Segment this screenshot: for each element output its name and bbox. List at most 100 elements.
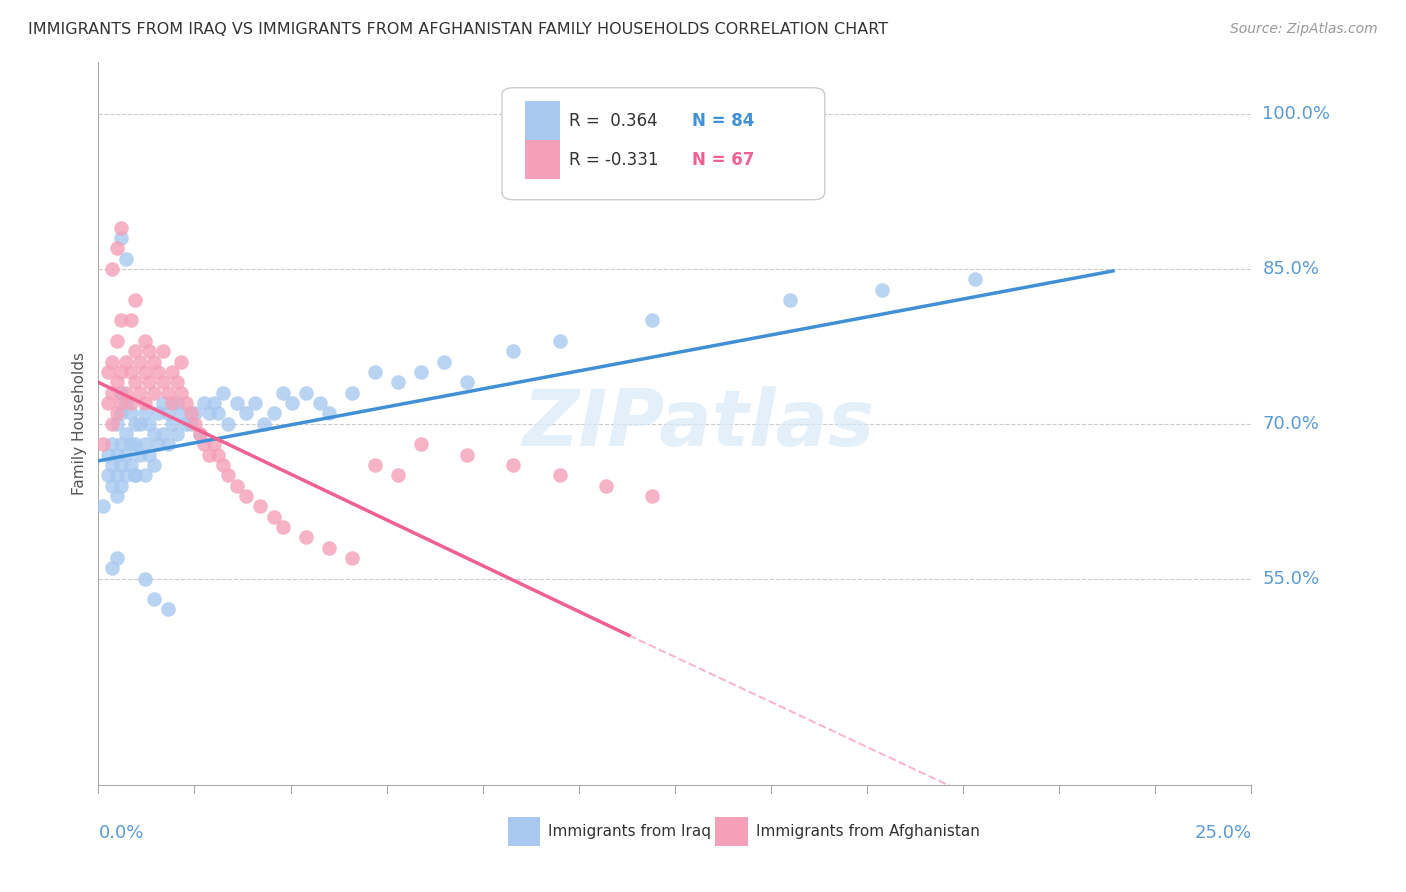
Point xyxy=(129,385,152,400)
Point xyxy=(308,396,330,410)
Y-axis label: Family Households: Family Households xyxy=(72,352,87,495)
Point xyxy=(548,468,571,483)
Text: N = 67: N = 67 xyxy=(692,151,755,169)
Point xyxy=(129,355,152,369)
Point xyxy=(160,396,183,410)
Point xyxy=(110,406,132,420)
Point xyxy=(105,334,128,348)
Point xyxy=(148,437,170,451)
Point xyxy=(110,478,132,492)
Point xyxy=(387,376,409,390)
Point xyxy=(124,417,146,431)
Text: IMMIGRANTS FROM IRAQ VS IMMIGRANTS FROM AFGHANISTAN FAMILY HOUSEHOLDS CORRELATIO: IMMIGRANTS FROM IRAQ VS IMMIGRANTS FROM … xyxy=(28,22,889,37)
Point xyxy=(134,406,156,420)
Point xyxy=(105,448,128,462)
Point xyxy=(340,385,363,400)
Bar xyxy=(508,817,540,847)
Point xyxy=(138,344,160,359)
Point xyxy=(110,396,132,410)
Point xyxy=(105,376,128,390)
Point xyxy=(170,355,193,369)
Point xyxy=(595,478,617,492)
Point xyxy=(295,530,318,544)
Point xyxy=(101,261,124,276)
Point xyxy=(120,458,142,472)
Point xyxy=(235,406,257,420)
Point xyxy=(101,385,124,400)
Point xyxy=(387,468,409,483)
Point xyxy=(97,468,120,483)
Point xyxy=(174,417,197,431)
Point xyxy=(110,231,132,245)
Text: N = 84: N = 84 xyxy=(692,112,755,129)
Point xyxy=(779,293,801,307)
Point xyxy=(641,313,664,327)
Point xyxy=(456,376,478,390)
Point xyxy=(963,272,986,286)
Point xyxy=(433,355,456,369)
Point xyxy=(249,500,271,514)
Point xyxy=(105,406,128,420)
Point xyxy=(156,385,179,400)
Point xyxy=(263,509,285,524)
Point xyxy=(120,437,142,451)
Point xyxy=(115,252,138,266)
Point xyxy=(245,396,267,410)
Point xyxy=(340,550,363,565)
Point xyxy=(124,376,146,390)
Point xyxy=(124,344,146,359)
Point xyxy=(124,468,146,483)
Point xyxy=(101,417,124,431)
Text: 25.0%: 25.0% xyxy=(1194,824,1251,842)
Point xyxy=(120,396,142,410)
Point xyxy=(253,417,276,431)
Point xyxy=(411,365,433,379)
Point xyxy=(295,385,318,400)
Point xyxy=(138,448,160,462)
Point xyxy=(110,220,132,235)
Point xyxy=(411,437,433,451)
Point xyxy=(105,550,128,565)
Point xyxy=(235,489,257,503)
Point xyxy=(198,406,221,420)
Text: Immigrants from Afghanistan: Immigrants from Afghanistan xyxy=(755,824,980,839)
Point xyxy=(105,417,128,431)
Point xyxy=(188,427,211,442)
Point xyxy=(160,365,183,379)
Point xyxy=(166,376,188,390)
Point xyxy=(641,489,664,503)
Point xyxy=(134,468,156,483)
Point xyxy=(318,541,340,555)
Point xyxy=(142,458,165,472)
Point xyxy=(101,561,124,575)
Point xyxy=(271,520,294,534)
Point xyxy=(138,376,160,390)
Point xyxy=(207,448,229,462)
Point xyxy=(184,406,207,420)
Point xyxy=(134,396,156,410)
Point xyxy=(202,396,225,410)
Text: 55.0%: 55.0% xyxy=(1263,569,1320,588)
Point xyxy=(110,385,132,400)
Point xyxy=(156,602,179,616)
Point xyxy=(142,385,165,400)
Point xyxy=(134,365,156,379)
Point xyxy=(101,437,124,451)
Text: 0.0%: 0.0% xyxy=(98,824,143,842)
Point xyxy=(120,365,142,379)
FancyBboxPatch shape xyxy=(502,87,825,200)
Point xyxy=(198,448,221,462)
Point xyxy=(142,427,165,442)
Bar xyxy=(716,817,748,847)
Point xyxy=(129,417,152,431)
Point xyxy=(115,448,138,462)
Point xyxy=(166,396,188,410)
Point xyxy=(105,489,128,503)
Bar xyxy=(524,140,560,179)
Point xyxy=(152,376,174,390)
Point xyxy=(105,241,128,255)
Point xyxy=(105,468,128,483)
Point xyxy=(202,437,225,451)
Point xyxy=(134,334,156,348)
Point xyxy=(110,313,132,327)
